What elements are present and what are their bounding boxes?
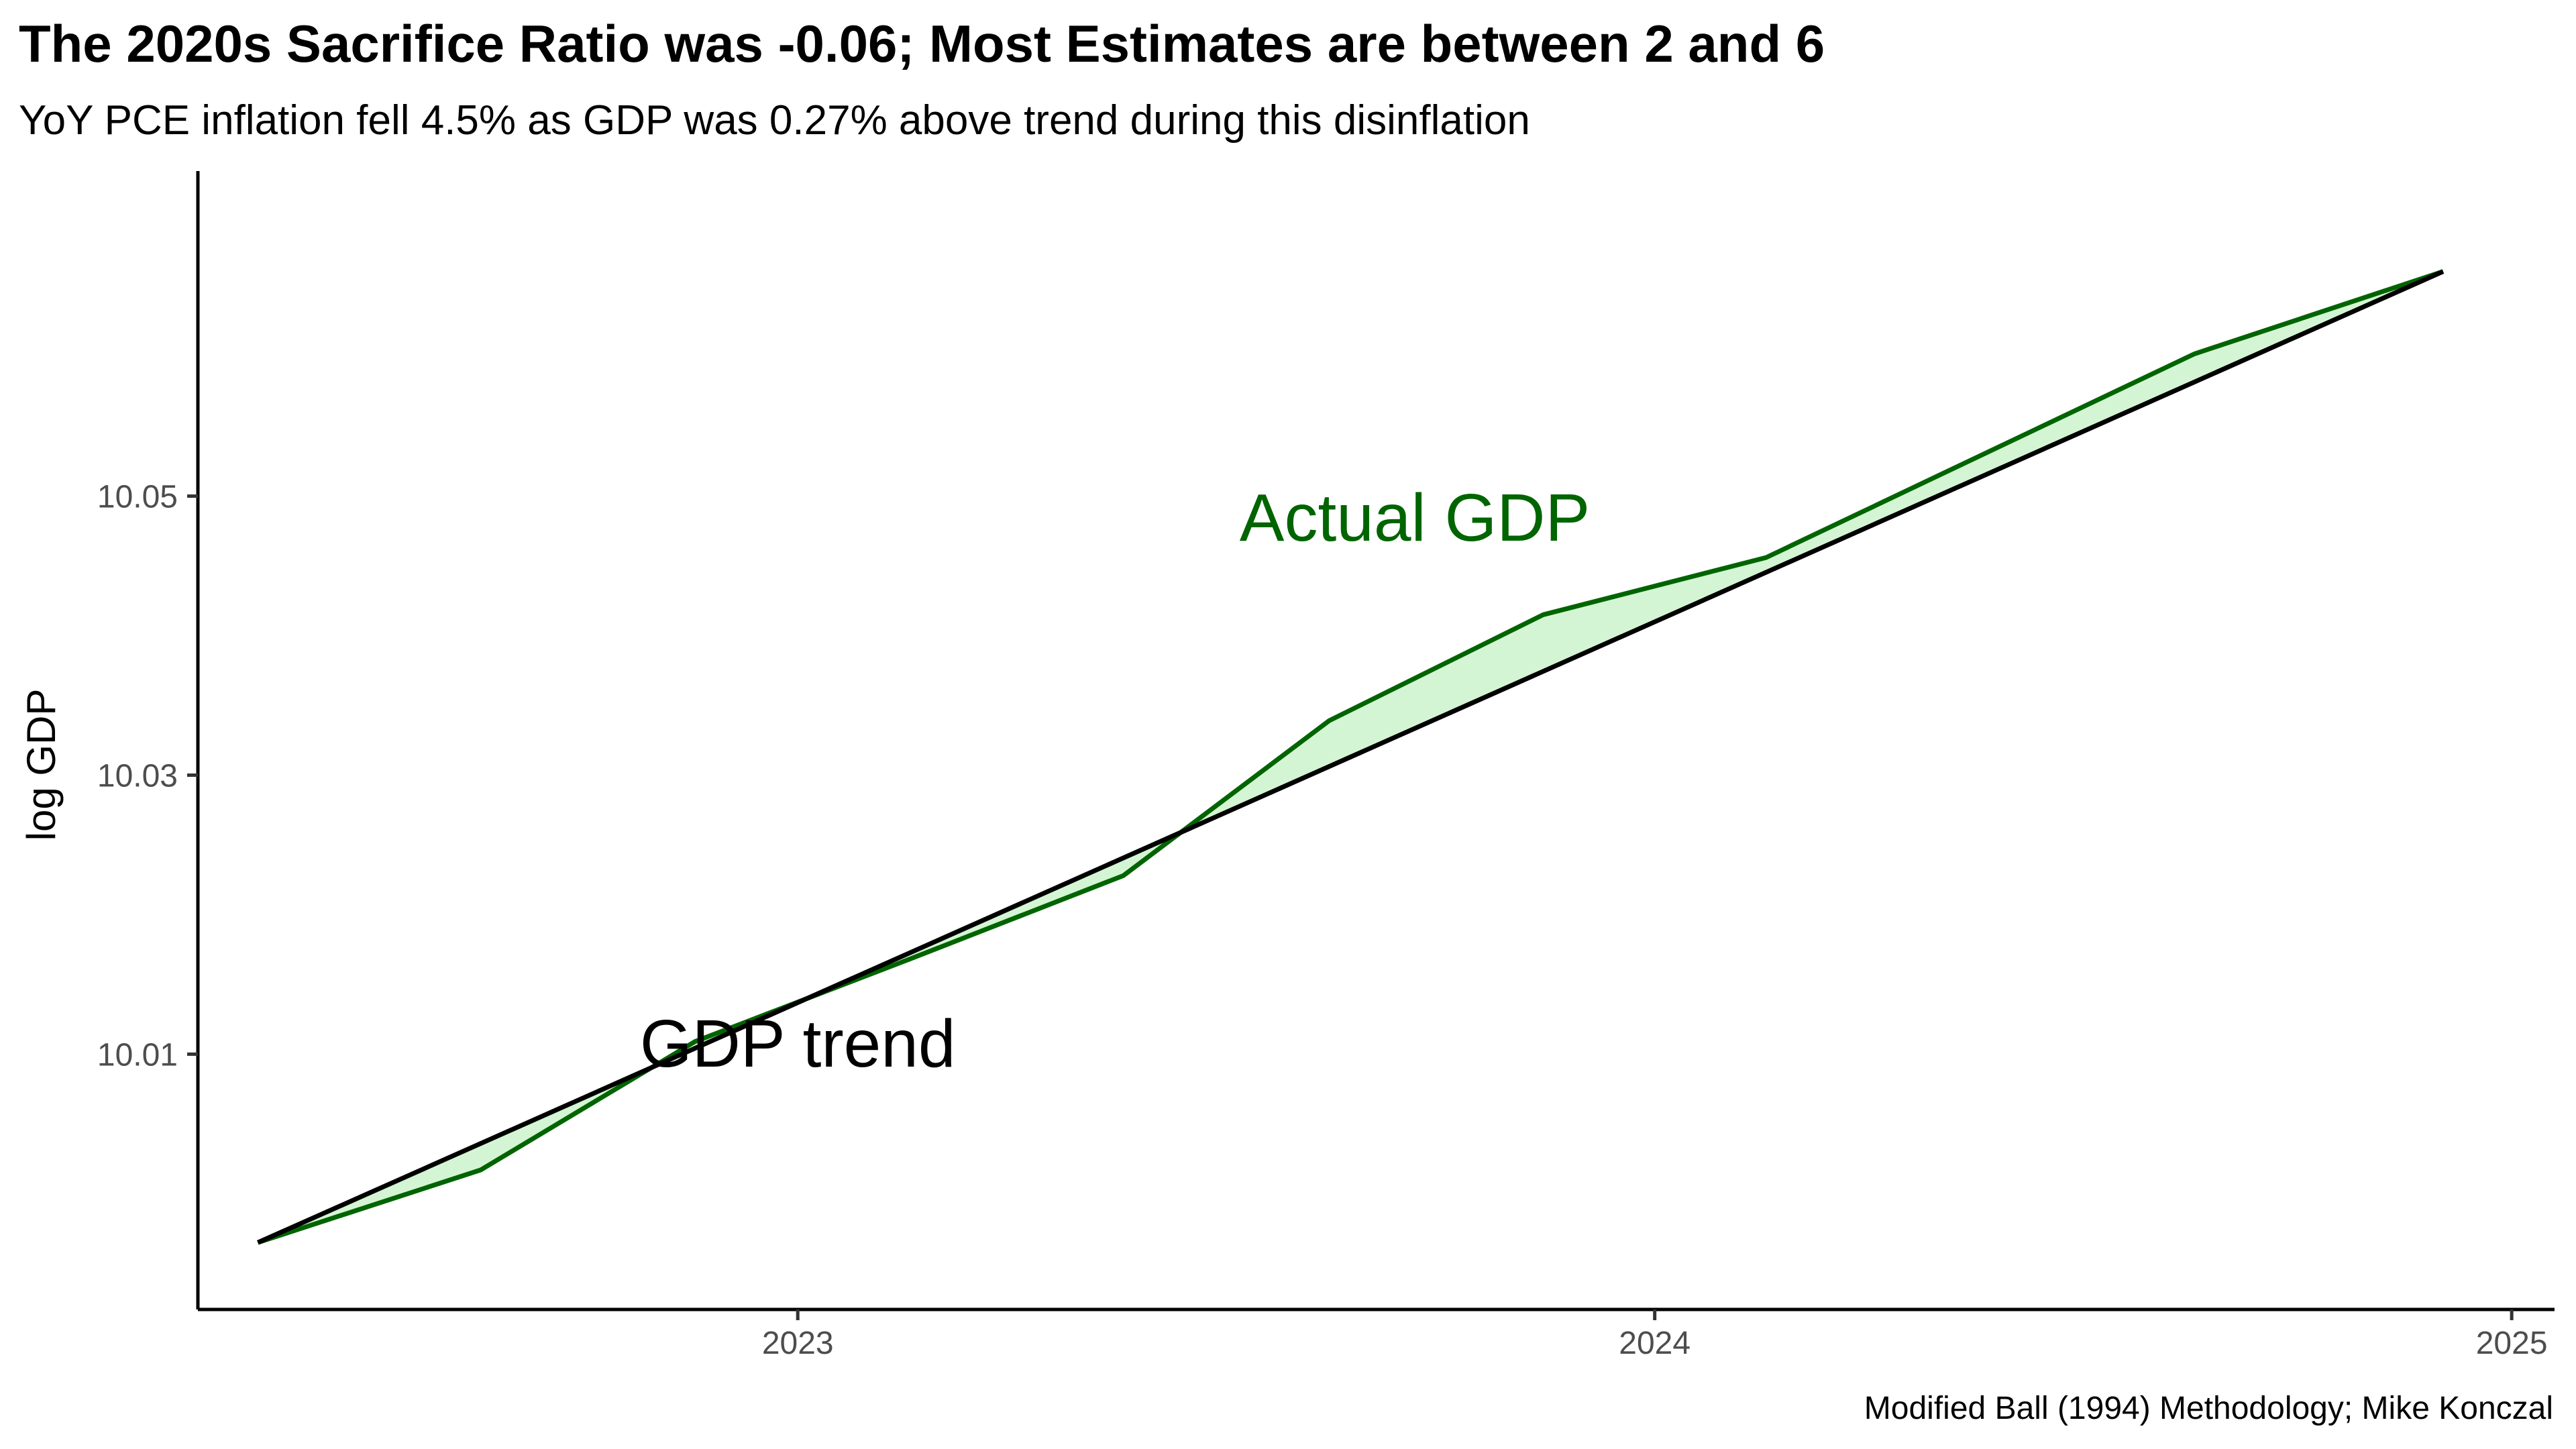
chart-caption: Modified Ball (1994) Methodology; Mike K… [1864, 1391, 2553, 1426]
gdp-trend-line [256, 269, 2445, 1245]
y-axis-title: log GDP [19, 689, 64, 841]
gdp-trend-label: GDP trend [640, 1006, 956, 1081]
actual-gdp-line [257, 269, 2445, 1245]
x-tick-label: 2024 [1619, 1326, 1690, 1361]
y-tick-label: 10.03 [97, 758, 178, 794]
x-tick-label: 2023 [762, 1326, 834, 1361]
chart-title: The 2020s Sacrifice Ratio was -0.06; Mos… [19, 14, 1825, 73]
actual-gdp-label: Actual GDP [1240, 480, 1590, 555]
chart-subtitle: YoY PCE inflation fell 4.5% as GDP was 0… [19, 97, 1530, 144]
y-axis: 10.01 10.03 10.05 [97, 480, 198, 1073]
x-tick-label: 2025 [2476, 1326, 2548, 1361]
plot-area: Actual GDP GDP trend [256, 269, 2445, 1245]
y-tick-label: 10.05 [97, 480, 178, 515]
y-tick-label: 10.01 [97, 1037, 178, 1073]
x-axis: 2023 2024 2025 [762, 1309, 2548, 1361]
